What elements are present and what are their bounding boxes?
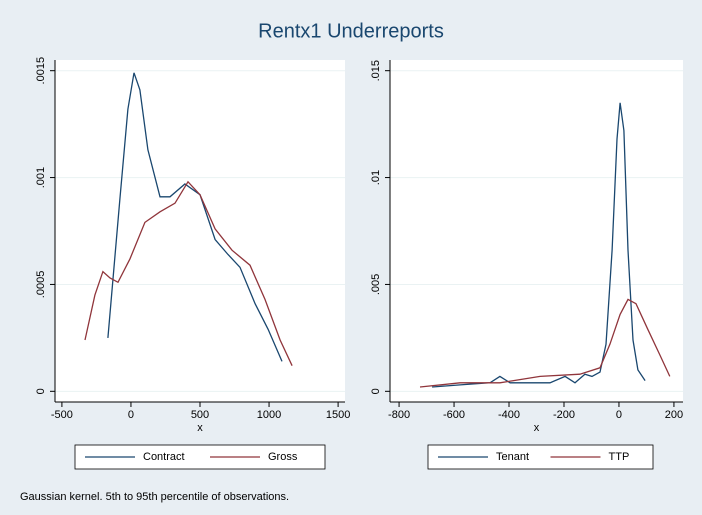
y-tick-label: .0015 [35, 57, 47, 85]
line [432, 102, 646, 388]
x-tick-label: -400 [498, 409, 520, 421]
x-tick-label: -800 [388, 409, 410, 421]
x-axis-label: x [197, 422, 203, 434]
legend-label: Contract [143, 451, 185, 463]
legend-label: TTP [609, 451, 630, 463]
y-tick-label: 0 [35, 388, 47, 394]
x-tick-label: -200 [553, 409, 575, 421]
line [84, 180, 293, 366]
legend [74, 444, 326, 470]
y-tick-label: .001 [35, 167, 47, 188]
chart-title: Rentx1 Underreports [258, 20, 444, 42]
x-tick-label: 1500 [326, 409, 350, 421]
x-tick-label: -600 [443, 409, 465, 421]
plot-area [390, 60, 683, 402]
y-tick-label: .005 [370, 274, 382, 295]
note: Gaussian kernel. 5th to 95th percentile … [20, 491, 289, 503]
x-tick-label: 200 [665, 409, 683, 421]
x-tick-label: 500 [191, 409, 209, 421]
y-tick-label: .0005 [35, 271, 47, 299]
y-tick-label: .01 [370, 170, 382, 185]
plot-area [55, 60, 345, 402]
x-tick-label: -500 [51, 409, 73, 421]
x-tick-label: 1000 [257, 409, 281, 421]
x-tick-label: 0 [128, 409, 134, 421]
legend-label: Tenant [496, 451, 529, 463]
line [419, 298, 671, 388]
y-tick-label: .015 [370, 60, 382, 81]
line [107, 72, 283, 362]
y-tick-label: 0 [370, 388, 382, 394]
legend-label: Gross [268, 451, 298, 463]
x-axis-label: x [534, 422, 540, 434]
x-tick-label: 0 [616, 409, 622, 421]
